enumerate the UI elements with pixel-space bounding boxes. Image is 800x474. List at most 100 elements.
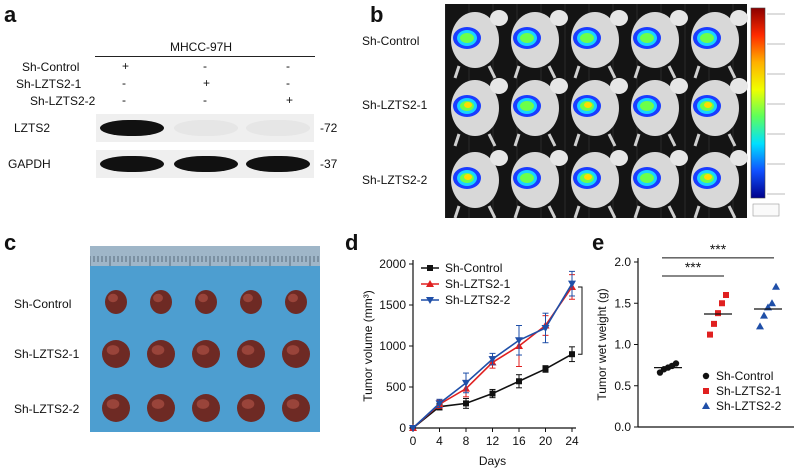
data-point: [672, 360, 680, 367]
mouse-head: [550, 78, 568, 94]
legend-label: Sh-LZTS2-2: [716, 399, 782, 413]
tumor-highlight: [286, 399, 300, 409]
tumor: [105, 290, 127, 314]
data-point: [488, 356, 497, 364]
mouse-leg: [487, 133, 497, 147]
x-axis-label: Days: [479, 454, 506, 468]
mouse-leg: [513, 65, 521, 79]
tumor-highlight: [106, 399, 120, 409]
signal-inner: [460, 33, 474, 43]
tumor-highlight: [108, 293, 118, 303]
mouse-head: [490, 150, 508, 166]
mouse-leg: [547, 205, 557, 218]
signal-inner: [640, 33, 654, 43]
data-point: [409, 425, 417, 432]
data-point: [426, 297, 434, 304]
data-point: [760, 311, 768, 319]
treatment-mark: -: [286, 76, 290, 90]
treatment-mark: +: [286, 93, 294, 107]
ruler: [90, 246, 320, 266]
blot-band: [246, 120, 310, 136]
mouse-leg: [633, 65, 641, 79]
mouse-head: [610, 10, 628, 26]
tumor-highlight: [288, 293, 298, 303]
mouse-leg: [547, 133, 557, 147]
data-point: [703, 388, 709, 394]
mouse-leg: [633, 205, 641, 218]
signal-core: [464, 174, 472, 180]
treatment-label: Sh-Control: [22, 60, 80, 74]
y-tick-label: 0.5: [614, 379, 631, 393]
tumor-highlight: [198, 293, 208, 303]
blot-band: [100, 156, 164, 172]
treatment-mark: +: [122, 59, 130, 73]
x-tick-label: 4: [436, 434, 443, 448]
tumor-group-label: Sh-Control: [14, 297, 72, 311]
mouse-leg: [573, 65, 581, 79]
panel-b-letter: b: [370, 2, 384, 27]
mouse-head: [730, 78, 748, 94]
data-point: [715, 310, 721, 317]
data-point: [702, 402, 710, 409]
signal-inner: [640, 101, 654, 111]
significance-label: ***: [589, 312, 590, 329]
mouse-leg: [727, 133, 737, 147]
legend-label: Sh-LZTS2-2: [445, 293, 511, 307]
mouse-leg: [573, 133, 581, 147]
tumor: [240, 290, 262, 314]
y-tick-label: 0: [399, 421, 406, 435]
tumor-highlight: [153, 293, 163, 303]
mouse-head: [610, 78, 628, 94]
y-tick-label: 0.0: [614, 420, 631, 434]
signal-inner: [520, 33, 534, 43]
data-point: [772, 282, 780, 290]
signal-inner: [520, 101, 534, 111]
mouse-head: [550, 150, 568, 166]
series-sh-lzts2-2: [409, 270, 576, 432]
treatment-label: Sh-LZTS2-1: [16, 77, 82, 91]
mouse-leg: [693, 133, 701, 147]
data-point: [463, 400, 469, 407]
tumor-highlight: [241, 345, 255, 355]
mouse-head: [730, 10, 748, 26]
data-point: [541, 324, 550, 332]
panel-a-letter: a: [4, 2, 17, 27]
legend-label: Sh-LZTS2-1: [716, 384, 782, 398]
lzts2-blot: [96, 114, 314, 142]
mouse-leg: [693, 65, 701, 79]
mouse-leg: [513, 205, 521, 218]
significance-bracket: [578, 286, 583, 355]
x-tick-label: 24: [565, 434, 579, 448]
data-point: [489, 390, 496, 397]
legend-label: Sh-LZTS2-1: [445, 277, 511, 291]
comparison-label: ***: [710, 241, 727, 257]
panel-d-letter: d: [345, 230, 359, 255]
tumor-group-label: Sh-LZTS2-2: [14, 402, 80, 416]
mouse-leg: [453, 133, 461, 147]
panel-c-letter: c: [4, 230, 17, 255]
tumor-highlight: [151, 399, 165, 409]
gapdh-blot: [96, 150, 314, 178]
data-point: [768, 299, 776, 307]
treatment-mark: -: [203, 59, 207, 73]
blot-kda-label: -37: [320, 157, 338, 171]
tumor-highlight: [151, 345, 165, 355]
treatment-mark: -: [122, 76, 126, 90]
treatment-mark: -: [203, 93, 207, 107]
tumor: [150, 290, 172, 314]
blot-band: [174, 120, 238, 136]
x-tick-label: 8: [463, 434, 470, 448]
blot-band: [246, 156, 310, 172]
tumor: [195, 290, 217, 314]
mouse-leg: [453, 205, 461, 218]
blot-band: [100, 120, 164, 136]
data-point: [516, 378, 522, 385]
mouse-leg: [667, 133, 677, 147]
y-tick-label: 500: [386, 380, 406, 394]
mouse-head: [550, 10, 568, 26]
data-point: [426, 280, 434, 287]
y-tick-label: 1500: [379, 298, 406, 312]
legend-label: Sh-Control: [716, 369, 773, 383]
tumor-highlight: [243, 293, 253, 303]
mouse-leg: [607, 205, 617, 218]
